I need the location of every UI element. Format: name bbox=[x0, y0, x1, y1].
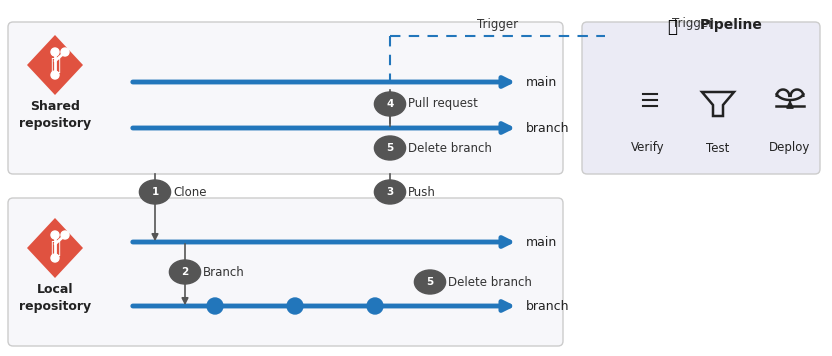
Text: Delete branch: Delete branch bbox=[408, 141, 492, 155]
Text: branch: branch bbox=[526, 121, 569, 135]
Text: main: main bbox=[526, 75, 557, 89]
FancyBboxPatch shape bbox=[8, 198, 563, 346]
Circle shape bbox=[51, 48, 59, 56]
Ellipse shape bbox=[374, 136, 406, 160]
Text: Clone: Clone bbox=[173, 185, 206, 199]
Text: 4: 4 bbox=[386, 99, 394, 109]
Text: main: main bbox=[526, 236, 557, 248]
Ellipse shape bbox=[374, 180, 406, 204]
Text: Verify: Verify bbox=[631, 141, 665, 155]
Text: :  bbox=[50, 56, 60, 74]
Polygon shape bbox=[27, 35, 83, 95]
Text: Deploy: Deploy bbox=[770, 141, 810, 155]
Text: Test: Test bbox=[706, 141, 730, 155]
Text: Branch: Branch bbox=[203, 266, 245, 278]
Text: 1: 1 bbox=[151, 187, 159, 197]
Text: Shared
repository: Shared repository bbox=[19, 100, 91, 130]
Text: Push: Push bbox=[408, 185, 436, 199]
Text: :  bbox=[50, 239, 60, 257]
FancyBboxPatch shape bbox=[582, 22, 820, 174]
Ellipse shape bbox=[374, 92, 406, 116]
Circle shape bbox=[61, 231, 69, 239]
Text: Delete branch: Delete branch bbox=[448, 276, 532, 288]
Ellipse shape bbox=[414, 270, 446, 294]
Text: 5: 5 bbox=[386, 143, 394, 153]
Circle shape bbox=[61, 48, 69, 56]
Text: Trigger: Trigger bbox=[477, 18, 518, 31]
Circle shape bbox=[51, 71, 59, 79]
Circle shape bbox=[207, 298, 223, 314]
Circle shape bbox=[367, 298, 383, 314]
Text: 3: 3 bbox=[386, 187, 394, 197]
Ellipse shape bbox=[170, 260, 201, 284]
Circle shape bbox=[51, 231, 59, 239]
Text: Local
repository: Local repository bbox=[19, 283, 91, 313]
Text: 5: 5 bbox=[426, 277, 433, 287]
Text: Pull request: Pull request bbox=[408, 98, 478, 110]
Text: 2: 2 bbox=[181, 267, 189, 277]
Text: 🚀: 🚀 bbox=[667, 18, 677, 36]
Text: branch: branch bbox=[526, 299, 569, 313]
Ellipse shape bbox=[140, 180, 171, 204]
Circle shape bbox=[287, 298, 303, 314]
FancyBboxPatch shape bbox=[8, 22, 563, 174]
Polygon shape bbox=[27, 218, 83, 278]
Circle shape bbox=[51, 254, 59, 262]
Text: Pipeline: Pipeline bbox=[700, 18, 763, 32]
Text: Trigger: Trigger bbox=[672, 17, 713, 30]
